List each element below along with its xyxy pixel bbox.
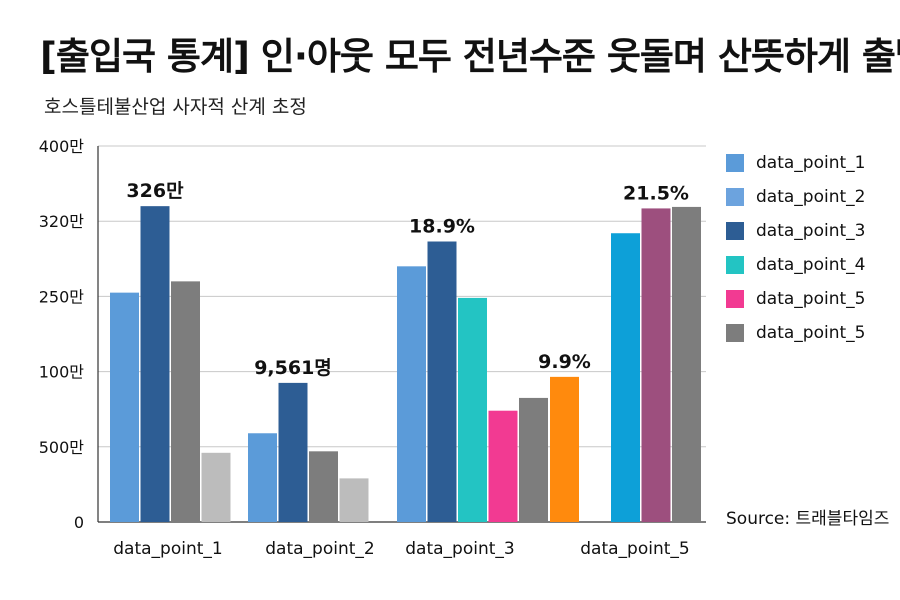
x-category-label: data_point_2 [265,539,374,559]
legend-label: data_point_5 [756,323,866,343]
bar-data_point_1-1 [140,206,170,522]
legend-swatch [726,256,744,274]
bar-data_point_3-1 [427,241,457,522]
legend-label: data_point_5 [756,289,866,309]
legend-swatch [726,188,744,206]
y-tick-label: 250만 [39,287,85,306]
bar-data_point_1-0 [110,292,139,522]
data-label: 21.5% [623,182,689,204]
legend-item: data_point_1 [726,146,865,180]
data-label: 9.9% [538,351,591,373]
legend-label: data_point_4 [756,255,866,275]
legend-swatch [726,324,744,342]
bar-data_point_1-3 [201,452,231,522]
bar-data_point_3-4 [519,397,548,522]
x-category-label: data_point_1 [113,539,222,559]
chart-subtitle: 호스틀테불산업 사자적 산계 초정 [44,96,307,118]
bar-data_point_2-0 [248,433,277,522]
legend-item: data_point_4 [726,248,865,282]
legend-swatch [726,222,744,240]
legend-swatch [726,290,744,308]
legend-label: data_point_1 [756,153,866,173]
x-category-label: data_point_3 [405,539,514,559]
legend-item: data_point_5 [726,282,865,316]
data-label: 9,561명 [254,357,332,379]
x-category-label: data_point_5 [580,539,689,559]
bar-data_point_2-1 [278,382,308,522]
y-tick-label: 100만 [39,363,85,382]
data-label: 18.9% [409,216,475,238]
legend-item: data_point_5 [726,316,865,350]
bar-data_point_1-2 [171,281,200,522]
y-tick-label: 500만 [39,438,85,457]
bar-data_point_5-2 [611,233,640,522]
legend-swatch [726,154,744,172]
legend-label: data_point_3 [756,221,866,241]
bar-data_point_5-4 [672,206,701,523]
bar-data_point_2-3 [339,478,369,522]
legend-item: data_point_2 [726,180,865,214]
source-note: Source: 트래블타임즈 [726,509,890,529]
legend-label: data_point_2 [756,187,866,207]
y-tick-label: 0 [74,513,84,532]
y-tick-label: 320만 [39,212,85,231]
bar-data_point_3-2 [458,297,487,522]
bar-data_point_5-0 [550,376,579,522]
data-label: 326만 [126,180,184,202]
bar-data_point_2-2 [309,451,338,522]
y-tick-label: 400만 [39,137,85,156]
legend-item: data_point_3 [726,214,865,248]
chart-title: [출입국 통계] 인·아웃 모두 전년수준 웃돌며 산뜻하게 출발 [40,35,900,78]
bar-data_point_3-3 [488,410,518,522]
bar-data_point_5-3 [641,208,671,522]
bar-data_point_3-0 [397,266,426,522]
